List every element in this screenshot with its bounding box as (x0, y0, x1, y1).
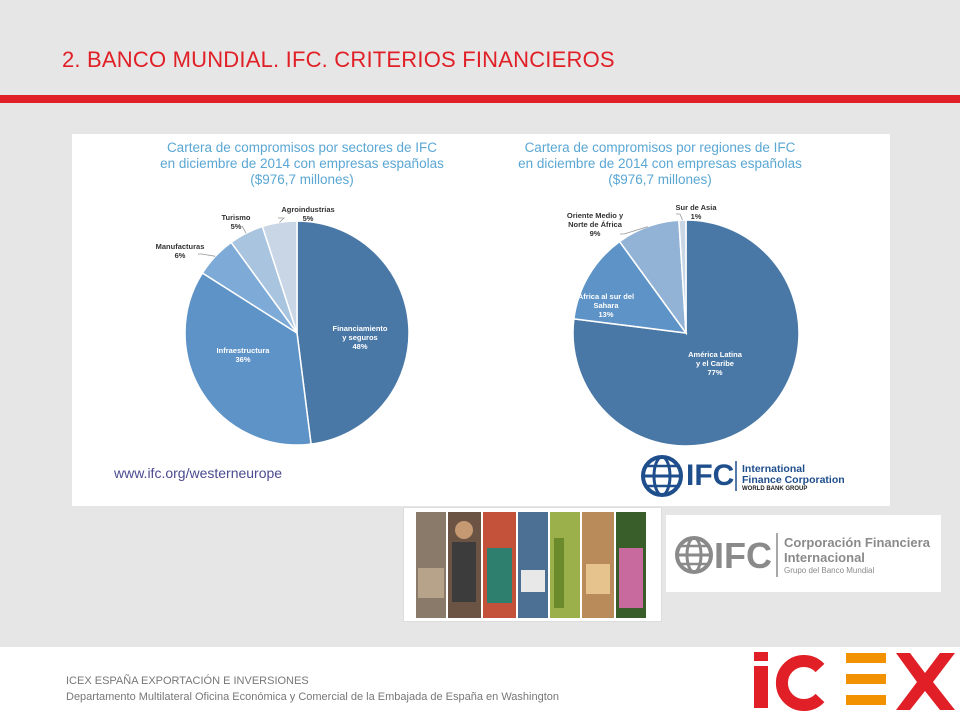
icex-logo (752, 646, 957, 712)
pie-chart-sectors: Financiamiento y seguros 48% Infraestructur… (156, 205, 410, 446)
pie-slice (573, 240, 688, 334)
leader-line (241, 225, 247, 234)
icex-logo-mark (754, 652, 955, 711)
leader-line (620, 226, 648, 235)
pie-slice (296, 220, 410, 445)
pie-slice (184, 271, 312, 446)
slice-label: Sur de Asia 1% (676, 203, 718, 221)
footer-department: Departamento Multilateral Oficina Económ… (66, 691, 560, 703)
leader-line (676, 213, 683, 221)
pie-charts: Financiamiento y seguros 48% Infraestructur… (156, 203, 800, 447)
title-divider (0, 95, 960, 103)
ifc-line1: International (742, 463, 806, 475)
header-band (0, 0, 960, 98)
chart-title-sectors: Cartera de compromisos por sectores de I… (160, 140, 444, 187)
charts-panel: Cartera de compromisos por sectores de I… (72, 134, 890, 506)
ifc-es-line1: Corporación Financiera (784, 535, 930, 550)
ifc-mark-text: IFC (686, 459, 735, 492)
slice-label: Oriente Medio y Norte de África 9% (567, 211, 624, 238)
ifc-url-link[interactable]: www.ifc.org/westerneurope (114, 465, 283, 481)
pie-slice (678, 219, 687, 334)
ifc-es-line3: Grupo del Banco Mundial (784, 566, 875, 575)
ifc-line3: WORLD BANK GROUP (742, 486, 808, 492)
page-title: 2. BANCO MUNDIAL. IFC. CRITERIOS FINANCI… (62, 47, 615, 72)
slice-label: Infraestructura 36% (217, 346, 271, 364)
ifc-line2: Finance Corporation (742, 474, 845, 486)
slice-label: África al sur del Sahara 13% (578, 292, 634, 319)
ifc-mark-text-grey: IFC (714, 535, 772, 576)
ifc-globe-icon-grey (675, 533, 778, 577)
slice-label: Turismo 5% (221, 213, 250, 231)
photo-strip-image (416, 512, 646, 618)
footer-organization: ICEX ESPAÑA EXPORTACIÓN E INVERSIONES (66, 675, 309, 687)
slice-label: Manufacturas 6% (156, 242, 205, 260)
slice-label: Agroindustrias 5% (281, 205, 334, 223)
pie-slice (261, 220, 298, 334)
pie-chart-regions: América Latina y el Caribe 77% África al su… (567, 203, 800, 447)
photo-collage (403, 507, 662, 622)
ifc-es-line2: Internacional (784, 550, 865, 565)
slice-label: América Latina y el Caribe 77% (688, 350, 743, 377)
ifc-logo-english: IFC International Finance Corporation WO… (638, 452, 860, 500)
leader-line (278, 217, 285, 223)
slice-label: Financiamiento y seguros 48% (332, 324, 387, 351)
leader-line (198, 253, 216, 257)
ifc-logo-spanish: IFC Corporación Financiera Internacional… (666, 515, 941, 592)
ifc-globe-icon (641, 455, 737, 497)
chart-title-regions: Cartera de compromisos por regiones de I… (518, 140, 802, 187)
